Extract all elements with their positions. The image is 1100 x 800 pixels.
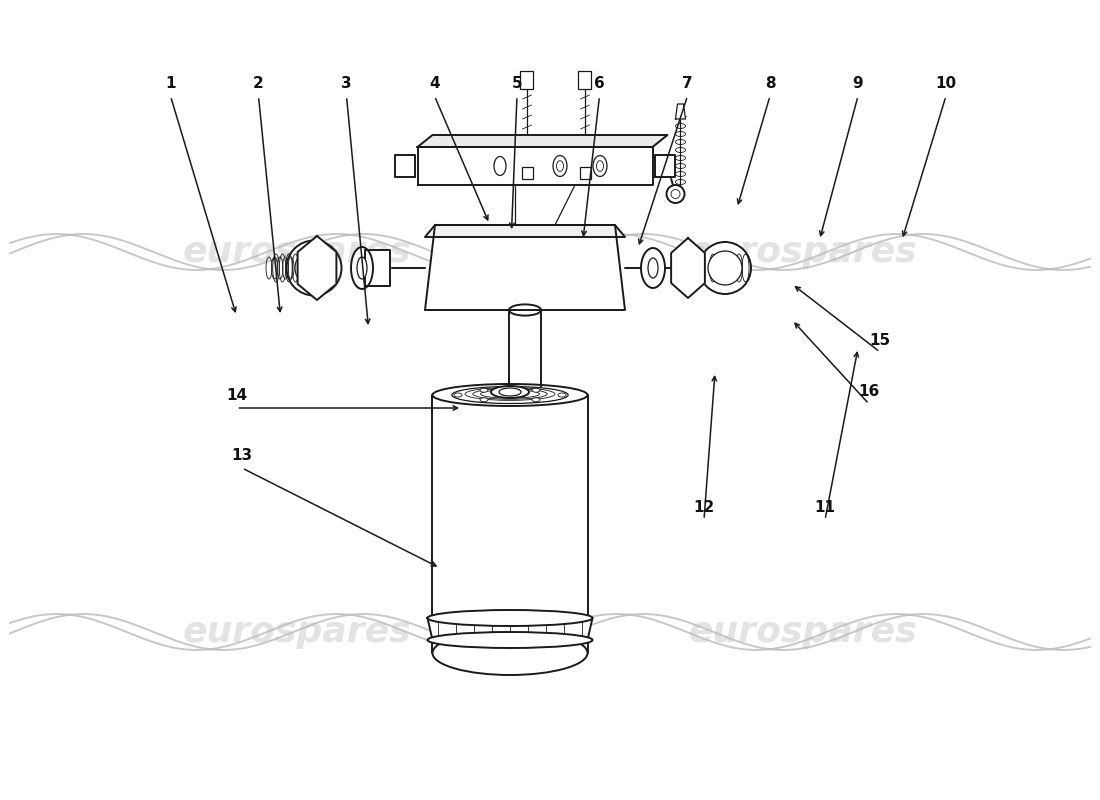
Bar [521, 167, 532, 179]
Ellipse shape [708, 251, 742, 285]
Ellipse shape [558, 393, 566, 397]
Ellipse shape [532, 398, 540, 402]
Ellipse shape [596, 161, 604, 171]
Ellipse shape [480, 398, 488, 402]
Text: 2: 2 [253, 77, 264, 91]
Polygon shape [365, 250, 390, 286]
Ellipse shape [698, 242, 751, 294]
Bar [579, 71, 592, 89]
Ellipse shape [432, 631, 587, 675]
Ellipse shape [311, 254, 318, 282]
Ellipse shape [532, 388, 540, 392]
Polygon shape [418, 135, 668, 147]
Ellipse shape [428, 610, 593, 626]
Polygon shape [425, 225, 625, 237]
Text: 3: 3 [341, 77, 352, 91]
Text: 13: 13 [231, 449, 253, 463]
Ellipse shape [452, 386, 568, 403]
Ellipse shape [295, 249, 333, 287]
Text: eurospares: eurospares [689, 615, 917, 649]
Text: 1: 1 [165, 77, 176, 91]
Text: 8: 8 [764, 77, 776, 91]
Ellipse shape [351, 247, 373, 289]
Text: 5: 5 [512, 77, 522, 91]
Text: eurospares: eurospares [183, 615, 411, 649]
Ellipse shape [358, 257, 367, 279]
Text: 12: 12 [693, 501, 715, 515]
Ellipse shape [494, 157, 506, 175]
Text: 7: 7 [682, 77, 693, 91]
Polygon shape [654, 155, 674, 177]
Text: eurospares: eurospares [689, 235, 917, 269]
Ellipse shape [432, 384, 587, 406]
Ellipse shape [553, 155, 566, 177]
Text: 14: 14 [226, 389, 248, 403]
Ellipse shape [557, 161, 563, 171]
Text: 10: 10 [935, 77, 957, 91]
Polygon shape [298, 236, 337, 300]
Ellipse shape [454, 393, 462, 397]
Polygon shape [675, 104, 685, 119]
Text: 16: 16 [858, 385, 880, 399]
Text: 9: 9 [852, 77, 864, 91]
Ellipse shape [499, 388, 521, 396]
Ellipse shape [648, 258, 658, 278]
Polygon shape [432, 395, 587, 653]
Text: 15: 15 [869, 333, 891, 347]
Polygon shape [671, 238, 705, 298]
Ellipse shape [509, 304, 541, 315]
Text: 6: 6 [594, 77, 605, 91]
Polygon shape [396, 155, 416, 177]
Ellipse shape [491, 386, 529, 398]
Ellipse shape [286, 241, 341, 295]
Polygon shape [428, 618, 593, 640]
Polygon shape [418, 147, 652, 185]
Bar [580, 167, 591, 179]
Ellipse shape [593, 155, 607, 177]
Text: eurospares: eurospares [183, 235, 411, 269]
Ellipse shape [480, 388, 488, 392]
Ellipse shape [428, 632, 593, 648]
Text: 11: 11 [814, 501, 836, 515]
Polygon shape [425, 225, 625, 310]
Ellipse shape [671, 190, 680, 198]
Text: 4: 4 [429, 77, 440, 91]
Ellipse shape [667, 185, 684, 203]
Bar [520, 71, 534, 89]
Ellipse shape [641, 248, 666, 288]
